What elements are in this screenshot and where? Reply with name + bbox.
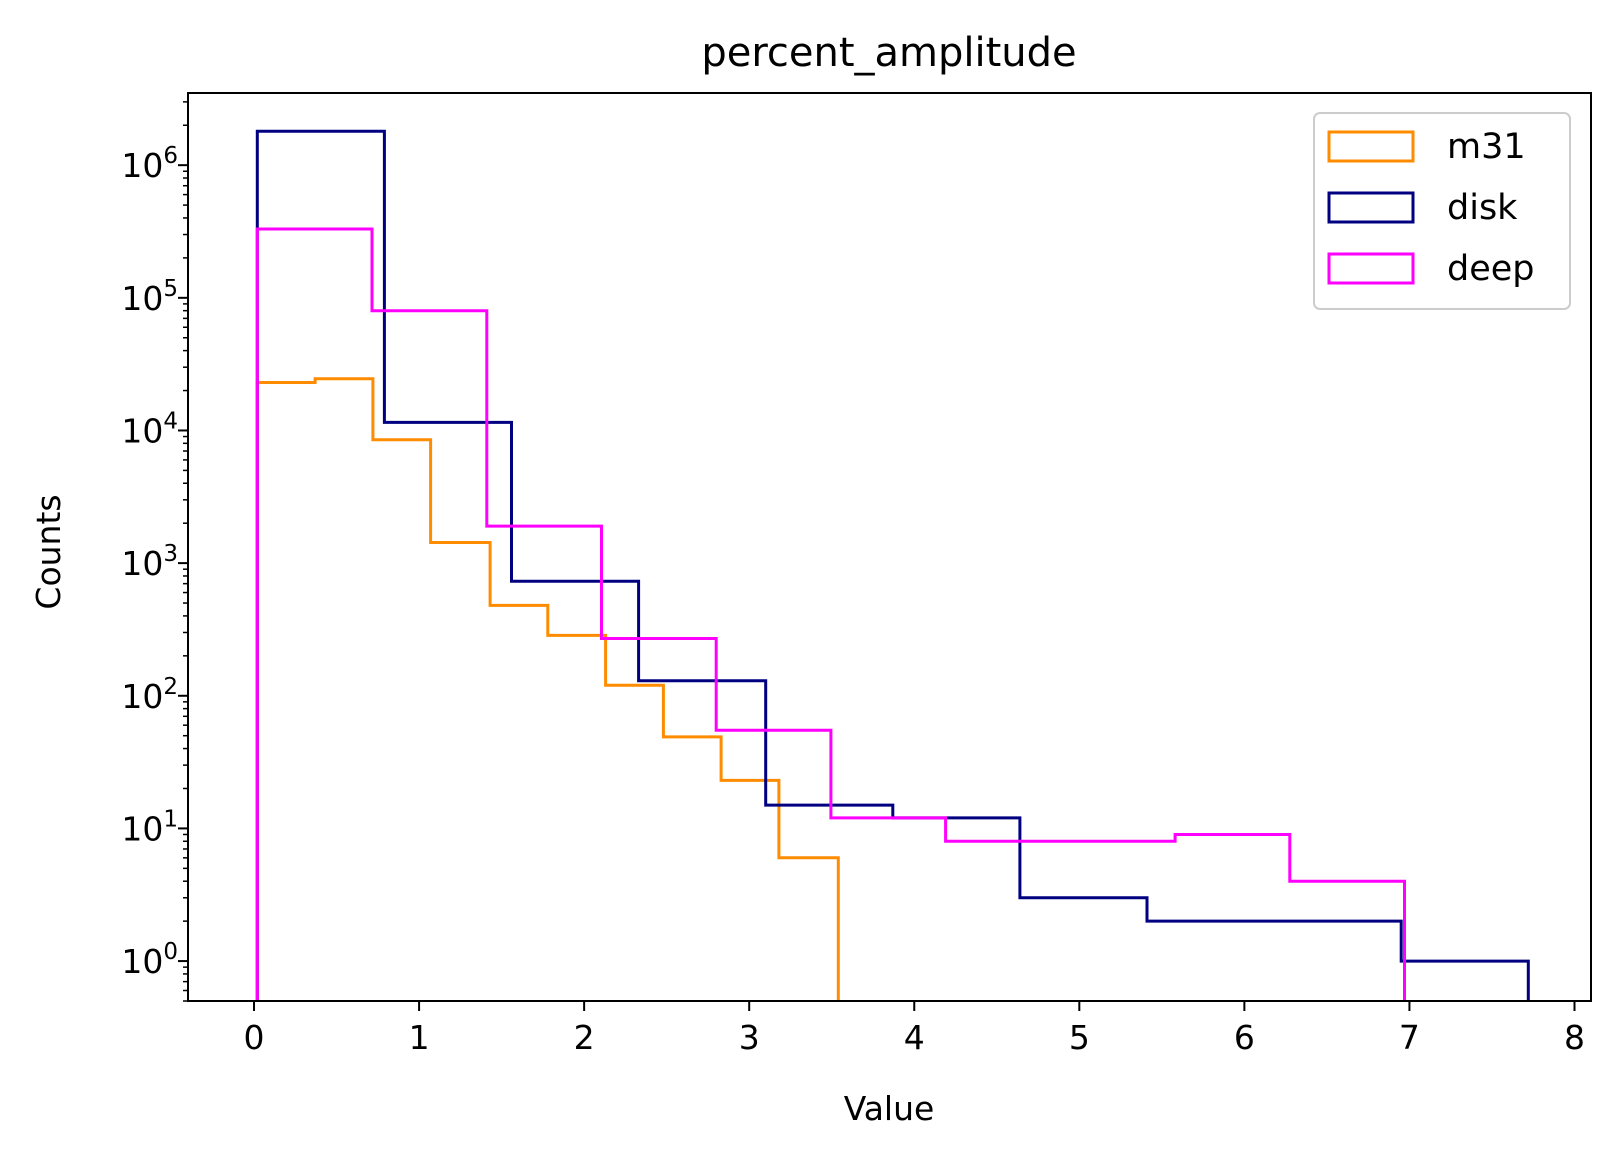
legend-swatch-m31: [1327, 130, 1415, 163]
y-tick-label: 102: [121, 674, 178, 716]
x-tick-label: 7: [1399, 1018, 1420, 1057]
x-tick-label: 1: [409, 1018, 430, 1057]
x-tick-label: 8: [1564, 1018, 1585, 1057]
x-tick-label: 3: [739, 1018, 760, 1057]
y-tick-label: 106: [121, 143, 178, 185]
chart-title: percent_amplitude: [701, 30, 1076, 76]
plot-area: [255, 129, 1530, 1001]
legend-swatch-disk: [1327, 191, 1415, 224]
x-tick-label: 5: [1069, 1018, 1090, 1057]
y-tick-label: 103: [121, 541, 178, 583]
x-tick-label: 0: [244, 1018, 265, 1057]
legend-label-disk: disk: [1447, 188, 1518, 228]
y-tick-label: 101: [121, 806, 178, 848]
series-deep-histogram: [255, 227, 1406, 1001]
x-axis: 0 1 2 3 4 5 6 7 8: [244, 1001, 1585, 1057]
legend-label-m31: m31: [1447, 127, 1526, 167]
legend-label-deep: deep: [1447, 249, 1535, 289]
y-tick-label: 105: [121, 276, 178, 318]
x-tick-label: 6: [1234, 1018, 1255, 1057]
series-disk-histogram: [255, 129, 1530, 1001]
x-tick-label: 4: [904, 1018, 925, 1057]
y-axis: 100 101 102 103 104 105 106: [121, 101, 188, 1002]
legend-swatch-deep: [1327, 252, 1415, 285]
x-axis-label: Value: [844, 1089, 935, 1128]
x-tick-label: 2: [574, 1018, 595, 1057]
y-tick-label: 104: [121, 408, 178, 450]
y-axis-label: Counts: [29, 494, 68, 609]
legend: m31 disk deep: [1313, 112, 1571, 310]
axes-frame: [187, 92, 1592, 1002]
series-m31-histogram: [255, 377, 840, 1001]
y-tick-label: 100: [121, 939, 178, 981]
